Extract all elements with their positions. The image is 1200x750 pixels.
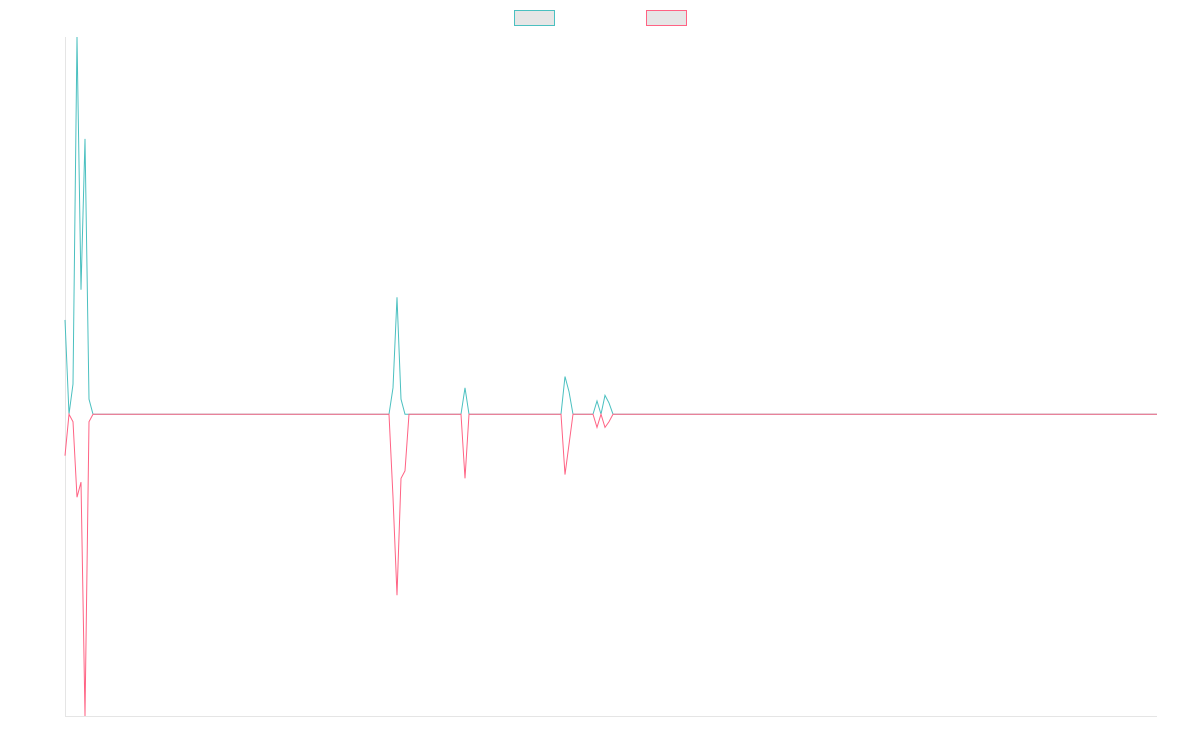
legend-swatch[interactable] (646, 10, 687, 26)
legend-swatch[interactable] (514, 10, 555, 26)
series-line (64, 36, 1157, 415)
series-line (64, 412, 1157, 717)
